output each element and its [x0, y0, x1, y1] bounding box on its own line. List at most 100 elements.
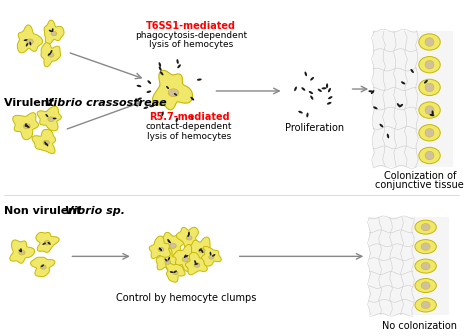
Ellipse shape: [298, 111, 303, 114]
Ellipse shape: [425, 128, 434, 137]
Ellipse shape: [425, 151, 434, 160]
Text: Vibrio crassostreae: Vibrio crassostreae: [45, 98, 167, 108]
Ellipse shape: [197, 79, 201, 81]
Ellipse shape: [327, 102, 332, 104]
Ellipse shape: [25, 123, 26, 127]
Ellipse shape: [187, 234, 190, 237]
Polygon shape: [44, 20, 64, 45]
Text: Virulent: Virulent: [4, 98, 58, 108]
Ellipse shape: [415, 279, 436, 293]
Text: Control by hemocyte clumps: Control by hemocyte clumps: [116, 293, 256, 303]
Polygon shape: [10, 240, 35, 263]
Ellipse shape: [44, 141, 46, 145]
Ellipse shape: [24, 39, 27, 41]
Ellipse shape: [160, 71, 164, 75]
Ellipse shape: [165, 258, 167, 261]
Polygon shape: [173, 245, 194, 271]
Ellipse shape: [148, 80, 151, 84]
Ellipse shape: [307, 113, 308, 117]
Polygon shape: [156, 248, 176, 271]
Ellipse shape: [173, 271, 178, 275]
Ellipse shape: [371, 90, 375, 94]
Polygon shape: [32, 129, 56, 154]
Text: lysis of hemocytes: lysis of hemocytes: [147, 132, 231, 141]
Ellipse shape: [328, 96, 333, 99]
Ellipse shape: [309, 91, 313, 94]
Ellipse shape: [44, 241, 50, 245]
Ellipse shape: [421, 301, 430, 309]
Ellipse shape: [387, 134, 389, 138]
Text: Non virulent: Non virulent: [4, 206, 86, 216]
Ellipse shape: [188, 232, 190, 236]
Polygon shape: [36, 233, 59, 252]
Polygon shape: [166, 262, 185, 282]
Ellipse shape: [159, 66, 162, 71]
Ellipse shape: [169, 243, 176, 248]
Ellipse shape: [424, 80, 428, 84]
Ellipse shape: [185, 255, 188, 257]
Polygon shape: [201, 246, 221, 266]
Ellipse shape: [50, 50, 53, 53]
Ellipse shape: [48, 242, 51, 245]
Ellipse shape: [326, 83, 328, 88]
Ellipse shape: [23, 124, 30, 129]
Ellipse shape: [425, 38, 434, 46]
Ellipse shape: [143, 107, 148, 109]
Ellipse shape: [212, 254, 215, 257]
Ellipse shape: [51, 31, 57, 36]
Ellipse shape: [419, 147, 440, 164]
Ellipse shape: [158, 62, 161, 67]
Ellipse shape: [419, 125, 440, 141]
Ellipse shape: [191, 115, 193, 120]
Ellipse shape: [301, 87, 306, 91]
Ellipse shape: [48, 117, 54, 122]
Ellipse shape: [165, 260, 171, 264]
Polygon shape: [31, 257, 55, 277]
Ellipse shape: [397, 103, 400, 107]
Polygon shape: [18, 25, 43, 53]
Ellipse shape: [399, 104, 403, 108]
Ellipse shape: [176, 59, 179, 64]
Ellipse shape: [368, 90, 373, 92]
Ellipse shape: [137, 85, 141, 87]
Ellipse shape: [147, 90, 151, 93]
Ellipse shape: [419, 56, 440, 73]
Ellipse shape: [421, 262, 430, 270]
Ellipse shape: [191, 97, 194, 100]
Ellipse shape: [168, 241, 171, 243]
Text: Vibrio sp.: Vibrio sp.: [65, 206, 124, 216]
Ellipse shape: [159, 248, 162, 251]
Ellipse shape: [425, 83, 434, 92]
Ellipse shape: [48, 53, 54, 57]
Ellipse shape: [425, 106, 434, 115]
Ellipse shape: [415, 259, 436, 273]
Polygon shape: [158, 233, 186, 259]
Ellipse shape: [419, 79, 440, 95]
Bar: [369, 217, 449, 315]
Ellipse shape: [49, 30, 53, 32]
Text: conjunctive tissue: conjunctive tissue: [375, 180, 464, 191]
Text: phagocytosis-dependent: phagocytosis-dependent: [135, 31, 247, 40]
Ellipse shape: [210, 252, 211, 255]
Ellipse shape: [421, 282, 430, 289]
Ellipse shape: [175, 118, 178, 122]
Ellipse shape: [174, 93, 177, 96]
Ellipse shape: [53, 118, 57, 119]
Ellipse shape: [419, 102, 440, 118]
Ellipse shape: [184, 255, 186, 258]
Ellipse shape: [29, 42, 31, 45]
Ellipse shape: [415, 298, 436, 312]
Ellipse shape: [318, 89, 322, 92]
Ellipse shape: [167, 239, 170, 242]
Ellipse shape: [19, 250, 25, 255]
Ellipse shape: [182, 257, 189, 262]
Ellipse shape: [26, 43, 28, 46]
Ellipse shape: [52, 28, 53, 32]
Text: lysis of hemocytes: lysis of hemocytes: [149, 40, 233, 49]
Ellipse shape: [41, 264, 44, 267]
Ellipse shape: [48, 53, 51, 56]
Ellipse shape: [194, 263, 200, 267]
Text: Colonization of: Colonization of: [384, 171, 456, 181]
Ellipse shape: [429, 114, 434, 116]
Ellipse shape: [26, 39, 33, 44]
